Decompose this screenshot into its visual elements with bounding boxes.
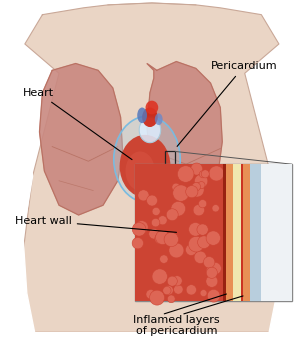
Ellipse shape xyxy=(146,101,158,114)
Circle shape xyxy=(160,255,168,264)
Circle shape xyxy=(197,224,208,235)
Circle shape xyxy=(198,182,205,189)
Ellipse shape xyxy=(155,113,163,125)
Polygon shape xyxy=(40,64,123,215)
Bar xyxy=(165,152,175,167)
Bar xyxy=(226,164,233,301)
Circle shape xyxy=(194,174,208,188)
Circle shape xyxy=(189,222,202,236)
Circle shape xyxy=(206,231,220,245)
Bar xyxy=(261,164,292,301)
Circle shape xyxy=(186,186,198,198)
Bar xyxy=(135,164,292,301)
Circle shape xyxy=(173,185,189,201)
Circle shape xyxy=(150,290,164,305)
Circle shape xyxy=(194,251,206,264)
Bar xyxy=(243,164,250,301)
Circle shape xyxy=(212,205,219,212)
Circle shape xyxy=(138,190,149,201)
Circle shape xyxy=(166,209,178,221)
Ellipse shape xyxy=(125,152,155,190)
Polygon shape xyxy=(147,62,222,210)
Circle shape xyxy=(152,269,167,284)
Polygon shape xyxy=(23,3,281,332)
Circle shape xyxy=(174,285,183,294)
Circle shape xyxy=(206,265,218,276)
Circle shape xyxy=(186,285,196,295)
Ellipse shape xyxy=(114,116,180,202)
Circle shape xyxy=(147,195,158,206)
Circle shape xyxy=(201,170,209,178)
Text: Pericardium: Pericardium xyxy=(177,62,277,147)
Circle shape xyxy=(164,286,173,295)
Circle shape xyxy=(198,236,210,249)
Circle shape xyxy=(192,183,200,191)
Circle shape xyxy=(171,201,186,216)
Circle shape xyxy=(199,200,207,208)
Ellipse shape xyxy=(145,182,149,190)
Circle shape xyxy=(149,228,159,239)
Circle shape xyxy=(203,257,215,268)
Circle shape xyxy=(190,163,203,175)
Circle shape xyxy=(135,221,148,234)
Bar xyxy=(223,164,226,301)
Circle shape xyxy=(132,222,146,236)
Polygon shape xyxy=(5,0,34,332)
Ellipse shape xyxy=(136,172,144,184)
Text: Heart: Heart xyxy=(23,88,132,159)
Circle shape xyxy=(132,238,143,249)
Circle shape xyxy=(209,262,221,274)
Circle shape xyxy=(190,183,204,197)
Circle shape xyxy=(199,171,207,178)
Circle shape xyxy=(188,236,204,252)
Circle shape xyxy=(158,216,167,225)
Circle shape xyxy=(177,166,194,182)
Circle shape xyxy=(193,204,205,216)
Bar xyxy=(241,164,243,301)
Circle shape xyxy=(209,166,224,181)
Ellipse shape xyxy=(137,107,147,123)
Circle shape xyxy=(152,207,160,216)
Bar xyxy=(250,164,261,301)
Circle shape xyxy=(172,276,182,286)
Bar xyxy=(135,164,223,301)
Bar xyxy=(145,166,155,235)
Ellipse shape xyxy=(139,117,161,143)
Circle shape xyxy=(146,290,155,299)
Circle shape xyxy=(206,267,218,278)
Text: Inflamed layers
of pericardium: Inflamed layers of pericardium xyxy=(133,314,220,336)
Ellipse shape xyxy=(142,107,158,127)
Ellipse shape xyxy=(120,135,170,198)
Circle shape xyxy=(152,218,160,227)
Polygon shape xyxy=(269,0,298,332)
Bar xyxy=(233,164,241,301)
Text: Heart wall: Heart wall xyxy=(15,216,176,232)
Circle shape xyxy=(200,290,207,296)
Circle shape xyxy=(155,234,165,244)
Circle shape xyxy=(167,295,175,303)
Circle shape xyxy=(172,183,180,191)
Circle shape xyxy=(206,275,218,287)
Circle shape xyxy=(163,286,171,295)
Circle shape xyxy=(155,231,170,244)
Circle shape xyxy=(207,289,220,302)
Circle shape xyxy=(164,232,178,247)
Circle shape xyxy=(169,243,184,258)
Circle shape xyxy=(167,276,177,286)
Circle shape xyxy=(185,244,197,255)
